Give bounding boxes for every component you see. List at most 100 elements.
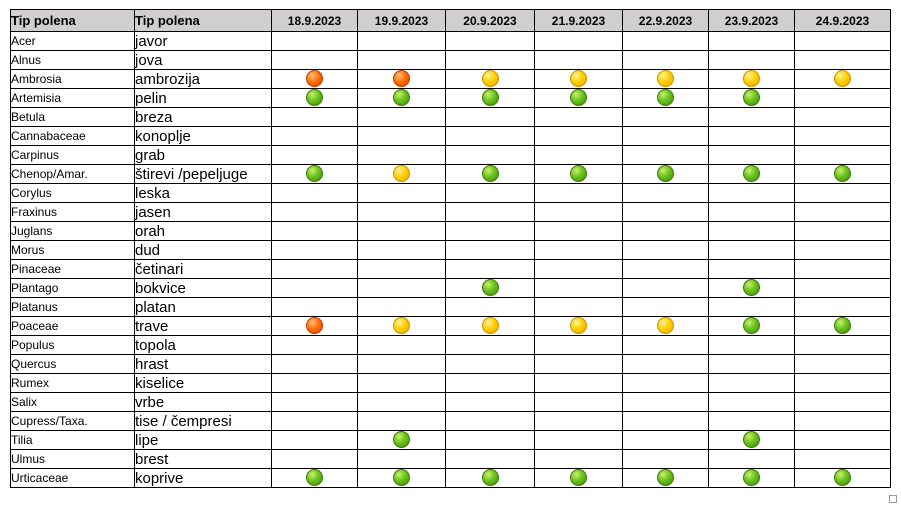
pollen-latin-name: Corylus <box>10 183 135 203</box>
table-row: Artemisia pelin <box>10 88 891 108</box>
level-cell <box>534 107 623 127</box>
table-row: Morus dud <box>10 240 891 260</box>
pollen-latin-name: Tilia <box>10 430 135 450</box>
yellow-level-icon <box>657 317 674 335</box>
header-date: 22.9.2023 <box>622 9 709 32</box>
level-cell <box>622 468 709 488</box>
level-cell <box>622 392 709 412</box>
level-cell <box>271 449 358 469</box>
green-level-icon <box>570 165 587 183</box>
level-cell <box>357 107 446 127</box>
pollen-latin-name: Ulmus <box>10 449 135 469</box>
green-level-icon <box>834 469 851 487</box>
pollen-latin-name: Poaceae <box>10 316 135 336</box>
pollen-local-name: ambrozija <box>134 69 272 89</box>
pollen-local-name: koprive <box>134 468 272 488</box>
pollen-local-name: orah <box>134 221 272 241</box>
pollen-local-name: javor <box>134 31 272 51</box>
level-cell <box>445 354 535 374</box>
header-date: 18.9.2023 <box>271 9 358 32</box>
pollen-latin-name: Alnus <box>10 50 135 70</box>
level-cell <box>622 449 709 469</box>
level-cell <box>622 50 709 70</box>
level-cell <box>622 221 709 241</box>
pollen-local-name: grab <box>134 145 272 165</box>
pollen-local-name: hrast <box>134 354 272 374</box>
level-cell <box>622 107 709 127</box>
pollen-latin-name: Acer <box>10 31 135 51</box>
level-cell <box>445 31 535 51</box>
level-cell <box>708 145 795 165</box>
level-cell <box>271 278 358 298</box>
header-date: 21.9.2023 <box>534 9 623 32</box>
level-cell <box>357 430 446 450</box>
pollen-local-name: topola <box>134 335 272 355</box>
pollen-local-name: trave <box>134 316 272 336</box>
table-row: Cannabaceae konoplje <box>10 126 891 146</box>
table-row: Betula breza <box>10 107 891 127</box>
level-cell <box>708 411 795 431</box>
level-cell <box>445 50 535 70</box>
pollen-local-name: pelin <box>134 88 272 108</box>
level-cell <box>445 202 535 222</box>
level-cell <box>534 392 623 412</box>
level-cell <box>622 126 709 146</box>
orange-level-icon <box>306 317 323 335</box>
pollen-latin-name: Platanus <box>10 297 135 317</box>
level-cell <box>794 145 891 165</box>
yellow-level-icon <box>570 70 587 88</box>
level-cell <box>357 278 446 298</box>
table-row: Ambrosia ambrozija <box>10 69 891 89</box>
level-cell <box>708 354 795 374</box>
orange-level-icon <box>393 70 410 88</box>
level-cell <box>708 50 795 70</box>
level-cell <box>794 240 891 260</box>
level-cell <box>271 335 358 355</box>
green-level-icon <box>834 317 851 335</box>
green-level-icon <box>743 431 760 449</box>
green-level-icon <box>481 165 499 183</box>
level-cell <box>534 145 623 165</box>
level-cell <box>534 468 623 488</box>
pollen-latin-name: Chenop/Amar. <box>10 164 135 184</box>
table-row: Tilia lipe <box>10 430 891 450</box>
level-cell <box>534 411 623 431</box>
level-cell <box>271 354 358 374</box>
level-cell <box>534 164 623 184</box>
level-cell <box>534 297 623 317</box>
table-row: Carpinus grab <box>10 145 891 165</box>
pollen-local-name: breza <box>134 107 272 127</box>
level-cell <box>794 259 891 279</box>
level-cell <box>708 202 795 222</box>
pollen-latin-name: Salix <box>10 392 135 412</box>
level-cell <box>708 297 795 317</box>
pollen-latin-name: Betula <box>10 107 135 127</box>
yellow-level-icon <box>743 70 760 88</box>
pollen-local-name: četinari <box>134 259 272 279</box>
pollen-latin-name: Quercus <box>10 354 135 374</box>
level-cell <box>622 145 709 165</box>
green-level-icon <box>657 165 674 183</box>
pollen-local-name: tise / čempresi <box>134 411 272 431</box>
table-row: Platanus platan <box>10 297 891 317</box>
level-cell <box>622 430 709 450</box>
table-row: Cupress/Taxa. tise / čempresi <box>10 411 891 431</box>
level-cell <box>794 392 891 412</box>
level-cell <box>708 430 795 450</box>
level-cell <box>357 50 446 70</box>
level-cell <box>794 430 891 450</box>
pollen-local-name: vrbe <box>134 392 272 412</box>
yellow-level-icon <box>393 165 410 183</box>
green-level-icon <box>834 165 851 183</box>
level-cell <box>357 411 446 431</box>
level-cell <box>708 126 795 146</box>
level-cell <box>445 297 535 317</box>
level-cell <box>357 69 446 89</box>
level-cell <box>708 183 795 203</box>
level-cell <box>708 449 795 469</box>
header-latin: Tip polena <box>10 9 135 32</box>
table-row: Chenop/Amar. štirevi /pepeljuge <box>10 164 891 184</box>
level-cell <box>622 31 709 51</box>
level-cell <box>622 202 709 222</box>
pollen-latin-name: Rumex <box>10 373 135 393</box>
